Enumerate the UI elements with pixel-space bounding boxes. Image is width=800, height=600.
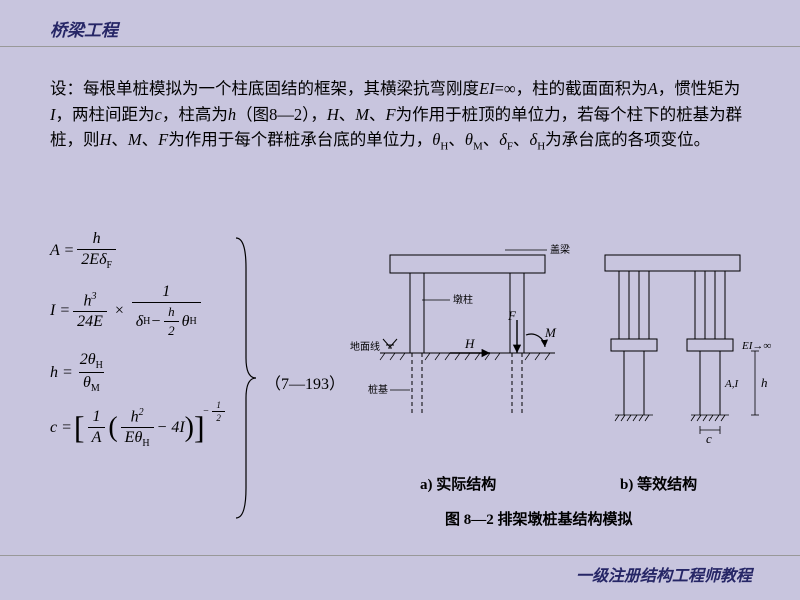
var-f: F	[386, 105, 396, 124]
var-h3: H	[100, 130, 112, 149]
main-paragraph: 设：每根单桩模拟为一个柱底固结的框架，其横梁抗弯刚度EI=∞，柱的截面面积为A，…	[50, 76, 750, 155]
num-c: h2	[127, 407, 148, 427]
text: 、	[339, 105, 356, 124]
diagram-b: EI→∞ A,I h c	[605, 255, 771, 446]
text: =∞，柱的截面面积为	[495, 79, 648, 98]
num-a: 1	[88, 408, 104, 427]
text: 、	[369, 105, 386, 124]
num: h	[89, 230, 105, 249]
svg-text:F: F	[507, 308, 517, 323]
svg-text:h: h	[761, 375, 768, 390]
num: 2θH	[76, 351, 107, 372]
lhs: c =	[50, 419, 72, 437]
text: 、	[513, 130, 530, 149]
svg-text:M: M	[544, 325, 557, 340]
svg-text:盖梁: 盖梁	[550, 243, 570, 256]
text: 、	[483, 130, 500, 149]
caption-b: b) 等效结构	[620, 473, 697, 494]
den-a: A	[88, 427, 106, 447]
num1: h3	[80, 291, 101, 311]
formula-i: I = h3 24E × 1 δH − h 2 θH	[50, 283, 310, 339]
text: ，柱高为	[162, 105, 228, 124]
lhs: h =	[50, 364, 73, 382]
caption-a: a) 实际结构	[420, 473, 496, 494]
figure-title: 图 8—2 排架墩桩基结构模拟	[445, 508, 633, 529]
sub: M	[473, 140, 483, 152]
var-m: M	[355, 105, 369, 124]
svg-text:H: H	[464, 336, 475, 351]
lhs: I =	[50, 302, 70, 320]
times: ×	[114, 302, 125, 320]
den-c: EθH	[121, 427, 154, 449]
den-a: 2E	[81, 251, 99, 268]
svg-text:c: c	[706, 431, 712, 446]
var-d-f: δ	[499, 130, 507, 149]
formula-a: A = h 2EδF	[50, 230, 310, 271]
diagram-a: 盖梁 墩柱 地面线 桩基 H F M	[350, 243, 570, 415]
sub: F	[107, 260, 113, 271]
num2: 1	[158, 283, 174, 302]
den: 2EδF	[77, 249, 116, 271]
den2: δH − h 2 θH	[132, 302, 201, 339]
var-th-m: θ	[465, 130, 473, 149]
equation-number: （7—193）	[265, 370, 345, 394]
text: 为作用于每个群桩承台底的单位力，	[168, 130, 432, 149]
svg-text:A,I: A,I	[724, 378, 739, 390]
var-ei: EI	[479, 79, 495, 98]
text: （图8—2），	[236, 105, 327, 124]
svg-text:EI→∞: EI→∞	[741, 340, 771, 352]
exp: −12	[203, 400, 228, 423]
formula-c: c = [ 1 A ( h2 EθH − 4I ) ] −12	[50, 407, 310, 450]
var-h2: H	[327, 105, 339, 124]
footer-rule	[0, 555, 800, 556]
var-a: A	[648, 79, 658, 98]
var-h: h	[228, 105, 236, 124]
text: 设：每根单桩模拟为一个柱底固结的框架，其横梁抗弯刚度	[50, 79, 479, 98]
text: ，两柱间距为	[56, 105, 155, 124]
formula-block: A = h 2EδF I = h3 24E × 1 δH − h 2 θH	[50, 230, 310, 461]
footer-text: 一级注册结构工程师教程	[576, 562, 752, 586]
var-c: c	[155, 105, 162, 124]
text: ，惯性矩为	[658, 79, 741, 98]
den1: 24E	[73, 311, 107, 331]
text: 为承台底的各项变位。	[545, 130, 710, 149]
header-rule	[0, 46, 800, 47]
sub: H	[537, 140, 545, 152]
structure-diagram: 盖梁 墩柱 地面线 桩基 H F M	[350, 225, 780, 485]
minus-4i: − 4I	[157, 419, 185, 437]
den-b: δ	[99, 251, 106, 268]
svg-text:墩柱: 墩柱	[453, 293, 473, 306]
lhs: A =	[50, 242, 74, 260]
var-f2: F	[158, 130, 168, 149]
svg-text:桩基: 桩基	[368, 383, 388, 396]
text: 、	[448, 130, 465, 149]
text: 、	[111, 130, 128, 149]
text: 、	[142, 130, 159, 149]
den: θM	[79, 372, 104, 394]
svg-text:地面线: 地面线	[350, 340, 380, 353]
page-title: 桥梁工程	[50, 16, 118, 41]
var-m2: M	[128, 130, 142, 149]
